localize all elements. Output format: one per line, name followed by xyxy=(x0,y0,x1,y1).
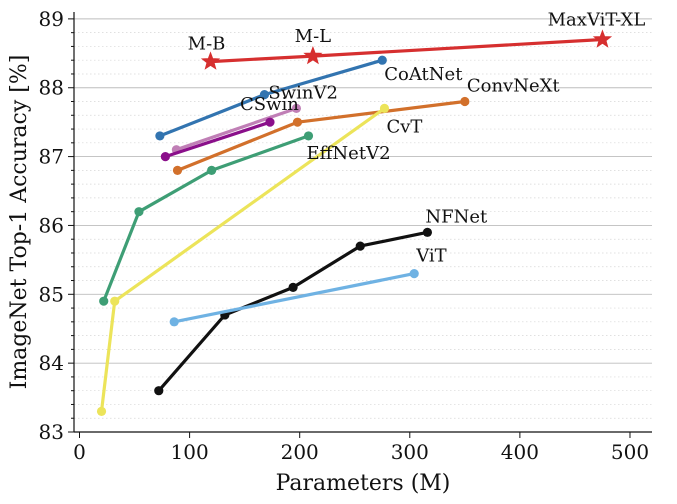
data-point xyxy=(288,282,298,293)
data-point xyxy=(160,151,170,162)
x-tick-label: 200 xyxy=(281,440,319,464)
data-point xyxy=(460,96,470,107)
y-tick-label: 88 xyxy=(39,76,64,100)
series-line xyxy=(157,230,429,393)
series-cswin xyxy=(160,117,275,162)
data-point xyxy=(259,90,270,100)
data-point xyxy=(134,207,144,217)
grid-layer xyxy=(74,18,652,433)
series-effnetv2 xyxy=(99,131,314,306)
data-point-star xyxy=(303,45,323,65)
x-tick-label: 500 xyxy=(611,440,649,464)
data-point xyxy=(422,227,433,237)
point-label: M-B xyxy=(188,34,226,55)
series-label: NFNet xyxy=(425,206,488,227)
y-tick-label: 85 xyxy=(39,282,64,306)
series-label: ConvNeXt xyxy=(467,76,561,97)
series-line xyxy=(102,134,311,303)
series-line xyxy=(163,120,272,159)
series-line xyxy=(174,106,298,152)
series-vit xyxy=(169,269,419,327)
series-label: ViT xyxy=(415,246,446,267)
data-point xyxy=(154,386,164,396)
series-layer xyxy=(96,29,613,416)
series-line xyxy=(208,37,605,64)
x-tick-label: 400 xyxy=(501,440,539,464)
y-axis-label: ImageNet Top-1 Accuracy [%] xyxy=(7,55,32,390)
x-tick-label: 100 xyxy=(171,440,209,464)
series-label: CoAtNet xyxy=(384,64,463,85)
series-label: CvT xyxy=(386,116,422,137)
series-convnext xyxy=(172,96,470,175)
data-point xyxy=(265,117,275,127)
data-point-star xyxy=(200,51,221,70)
x-tick-label: 0 xyxy=(73,440,86,464)
data-point xyxy=(355,241,365,251)
data-point xyxy=(155,131,165,141)
data-point xyxy=(292,117,303,127)
series-label: SwinV2 xyxy=(268,82,338,103)
point-label: M-L xyxy=(295,26,332,47)
data-point xyxy=(110,296,120,306)
data-point xyxy=(169,317,179,327)
data-point-star xyxy=(592,29,613,48)
y-tick-label: 86 xyxy=(39,213,64,237)
series-coatnet xyxy=(155,55,387,141)
series-label: CSwin xyxy=(240,94,299,115)
series-cvt xyxy=(96,103,390,416)
data-point xyxy=(377,55,387,65)
y-tick-label: 84 xyxy=(39,351,64,375)
x-axis-label: Parameters (M) xyxy=(276,471,451,496)
data-point xyxy=(99,296,109,306)
y-tick-label: 87 xyxy=(39,145,64,169)
data-point xyxy=(291,103,301,113)
data-point xyxy=(303,131,314,141)
series-label: EffNetV2 xyxy=(307,143,391,164)
y-tick-label: 89 xyxy=(39,7,64,31)
data-point xyxy=(207,165,217,175)
y-tick-label: 83 xyxy=(39,420,64,444)
x-tick-label: 300 xyxy=(391,440,429,464)
axes-layer: 83 84 85 86 87 88 89 0 100 200 300 400 500 xyxy=(39,7,652,464)
data-point xyxy=(172,165,183,175)
data-point xyxy=(96,406,107,416)
series-line xyxy=(172,272,416,324)
data-point xyxy=(409,269,419,279)
series-maxvit-xl xyxy=(200,29,613,70)
data-point xyxy=(379,103,390,113)
point-label: MaxViT-XL xyxy=(548,10,646,31)
